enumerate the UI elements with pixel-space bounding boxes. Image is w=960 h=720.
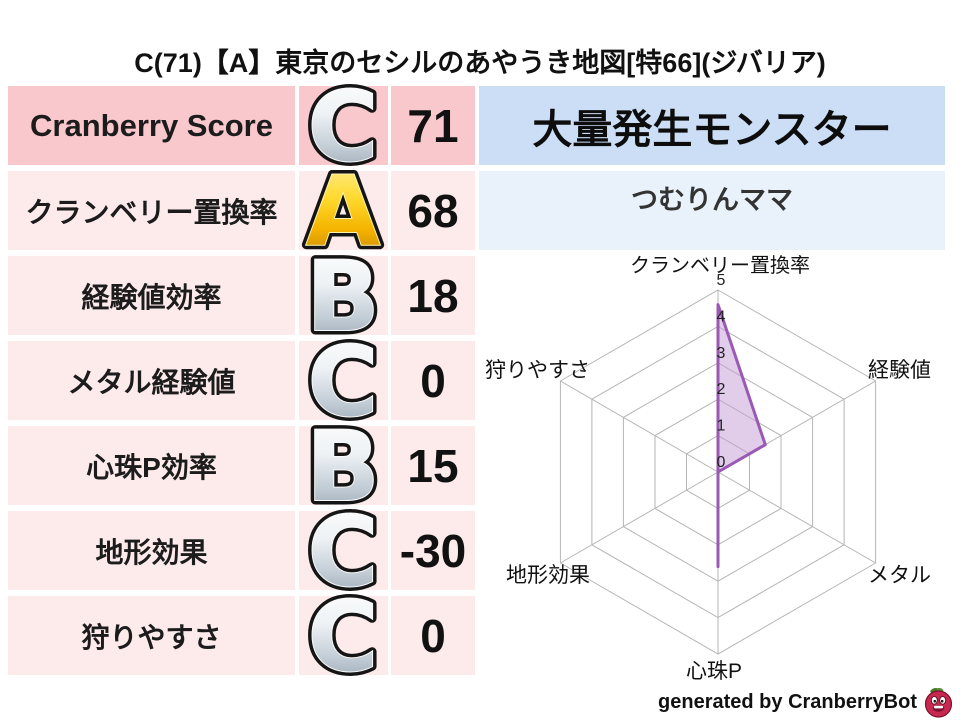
svg-text:C: C bbox=[308, 581, 378, 693]
table-row: Cranberry Score C C 71 bbox=[8, 67, 475, 188]
svg-text:B: B bbox=[306, 241, 379, 353]
row-value: 71 bbox=[391, 86, 475, 165]
radar-tick-label: 3 bbox=[717, 345, 726, 362]
row-label: 心珠P効率 bbox=[8, 426, 295, 505]
row-label: クランベリー置換率 bbox=[8, 171, 295, 250]
radar-spoke bbox=[717, 471, 876, 564]
row-label: 経験値効率 bbox=[8, 256, 295, 335]
footer-credit: generated by CranberryBot bbox=[658, 686, 955, 719]
svg-text:C: C bbox=[308, 326, 378, 438]
radar-spoke bbox=[560, 471, 719, 564]
grade-icon: C C bbox=[299, 67, 388, 188]
svg-text:C: C bbox=[308, 581, 378, 693]
radar-chart: 0 1 2 3 4 5 クランベリー置換率経験値メタル心珠P 地形効果 狩りやすさ bbox=[480, 250, 960, 695]
row-value: 68 bbox=[391, 171, 475, 250]
svg-text:C: C bbox=[308, 71, 378, 183]
table-row: 経験値効率 B B 18 bbox=[8, 237, 475, 358]
footer-text: generated by CranberryBot bbox=[658, 691, 917, 713]
radar-axis-label: 狩りやすさ bbox=[485, 359, 590, 382]
table-row: メタル経験値 C C 0 bbox=[8, 322, 475, 443]
svg-text:C: C bbox=[308, 496, 378, 608]
page-title: C(71)【A】東京のセシルのあやうき地図[特66](ジバリア) bbox=[134, 48, 826, 78]
row-label: Cranberry Score bbox=[8, 86, 295, 165]
radar-tick-label: 4 bbox=[717, 308, 726, 325]
grade-icon: B B bbox=[299, 237, 388, 358]
row-label: 地形効果 bbox=[8, 511, 295, 590]
row-value: 18 bbox=[391, 256, 475, 335]
radar-axis-label: 経験値 bbox=[868, 359, 931, 382]
svg-text:C: C bbox=[308, 71, 378, 183]
svg-text:B: B bbox=[306, 411, 379, 523]
radar-axis-label: クランベリー置換率 bbox=[630, 254, 810, 277]
table-row: クランベリー置換率 A A 68 bbox=[8, 152, 475, 273]
radar-axis-label: 心珠P bbox=[686, 660, 742, 683]
svg-text:C: C bbox=[308, 496, 378, 608]
radar-tick-label: 1 bbox=[717, 418, 726, 435]
monster-panel-header: 大量発生モンスター bbox=[479, 86, 945, 165]
row-value: 0 bbox=[391, 596, 475, 675]
row-value: -30 bbox=[391, 511, 475, 590]
svg-text:A: A bbox=[306, 156, 380, 268]
svg-text:B: B bbox=[306, 241, 379, 353]
radar-axis-label: メタル bbox=[868, 564, 931, 587]
grade-icon: B B bbox=[299, 407, 388, 528]
svg-text:B: B bbox=[306, 411, 379, 523]
score-table: Cranberry Score C C 71 クランベリー置換率 A A 68 … bbox=[8, 67, 475, 698]
svg-text:A: A bbox=[306, 156, 380, 268]
radar-spoke bbox=[560, 380, 719, 473]
radar-axis-label: 地形効果 bbox=[506, 564, 590, 587]
grade-icon: A A bbox=[299, 152, 388, 273]
radar-data-polygon bbox=[716, 303, 767, 569]
radar-tick-label: 0 bbox=[717, 454, 726, 471]
table-row: 心珠P効率 B B 15 bbox=[8, 407, 475, 528]
radar-tick-label: 5 bbox=[717, 272, 726, 289]
svg-text:C: C bbox=[308, 326, 378, 438]
radar-tick-label: 2 bbox=[717, 381, 726, 398]
monster-name: つむりんママ bbox=[479, 171, 945, 250]
table-row: 狩りやすさ C C 0 bbox=[8, 577, 475, 698]
row-label: メタル経験値 bbox=[8, 341, 295, 420]
grade-icon: C C bbox=[299, 322, 388, 443]
cranberry-bot-logo bbox=[924, 687, 953, 718]
grade-icon: C C bbox=[299, 492, 388, 613]
row-value: 0 bbox=[391, 341, 475, 420]
row-value: 15 bbox=[391, 426, 475, 505]
row-label: 狩りやすさ bbox=[8, 596, 295, 675]
table-row: 地形効果 C C -30 bbox=[8, 492, 475, 613]
grade-icon: C C bbox=[299, 577, 388, 698]
